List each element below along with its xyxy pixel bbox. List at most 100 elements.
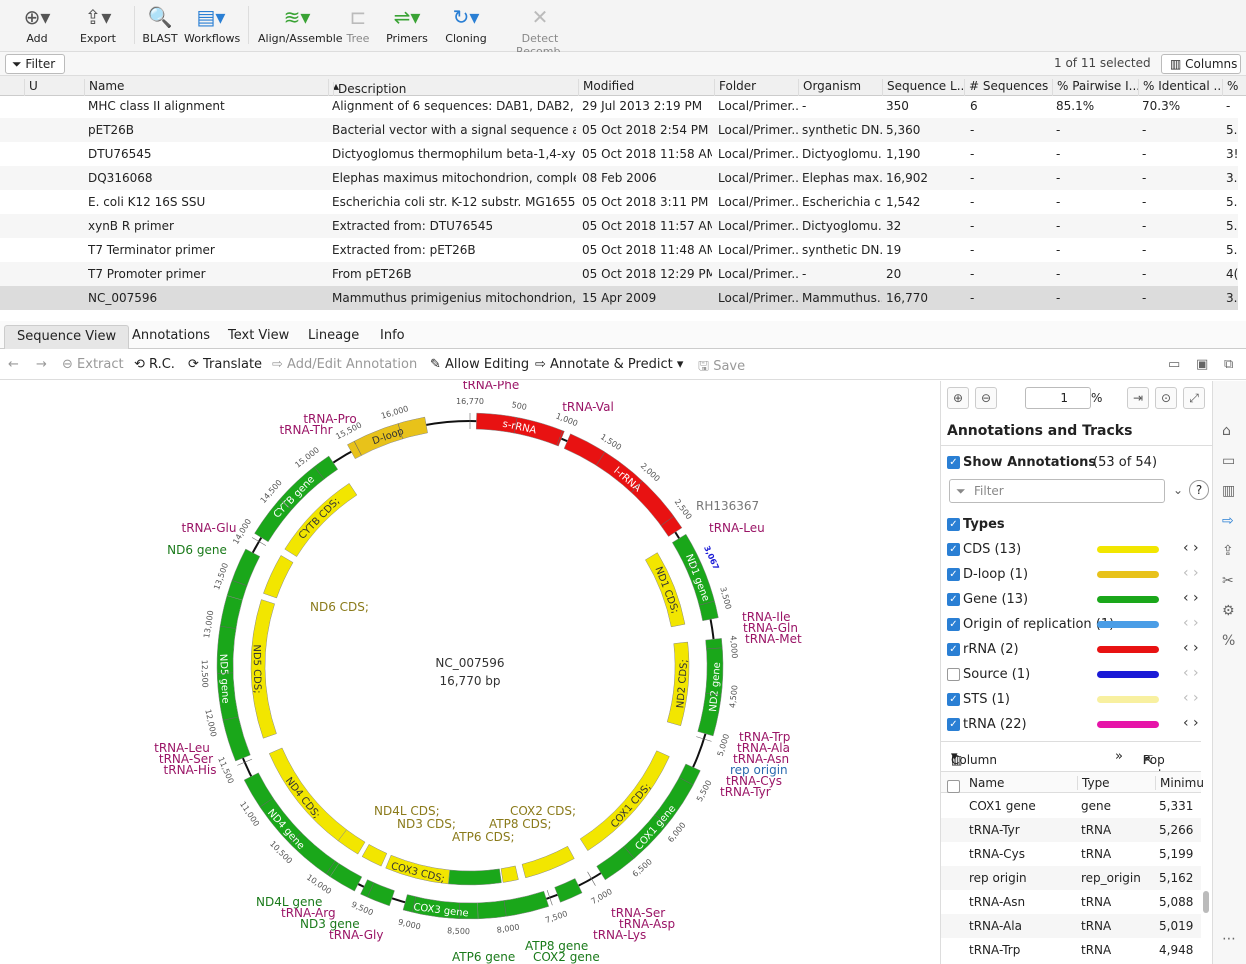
restriction-icon[interactable]: ✂ xyxy=(1222,573,1234,589)
split-icon[interactable]: ▣ xyxy=(1196,357,1209,372)
help-icon[interactable]: ? xyxy=(1189,480,1209,500)
table-scrollbar[interactable] xyxy=(1203,891,1209,913)
types-toggle[interactable]: ✓ Types xyxy=(947,515,1207,535)
annotation-label[interactable]: tRNA-Arg xyxy=(281,906,336,920)
forward-icon[interactable]: → xyxy=(36,357,47,372)
annotation-row[interactable]: tRNA-Cys tRNA 5,199 xyxy=(969,847,1194,861)
annotate-predict-button[interactable]: ⇨ Annotate & Predict ▾ xyxy=(535,357,684,372)
home-icon[interactable]: ⌂ xyxy=(1222,423,1231,439)
annotation-label[interactable]: tRNA-Ile xyxy=(742,610,791,624)
rc-button[interactable]: ⟲ R.C. xyxy=(134,357,175,372)
translate-button[interactable]: ⟳ Translate xyxy=(188,357,263,372)
more-icon[interactable]: ⋯ xyxy=(1222,931,1236,947)
annotation-label[interactable]: ND4L gene xyxy=(256,895,322,909)
annotation-label[interactable]: tRNA-Trp xyxy=(739,730,790,744)
annotation-label[interactable]: tRNA-Gly xyxy=(329,928,383,942)
annotation-label[interactable]: tRNA-Tyr xyxy=(720,785,771,799)
annotation-label[interactable]: ND3 gene xyxy=(300,917,360,931)
annotation-row[interactable]: tRNA-Trp tRNA 4,948 xyxy=(969,943,1194,957)
workflows-button[interactable]: ▤▾ Workflows xyxy=(184,2,240,50)
annotation-label[interactable]: rep origin xyxy=(730,763,788,777)
type-row[interactable]: ✓ Gene (13) ‹ › xyxy=(947,590,1207,610)
annotation-label[interactable]: tRNA-Ser xyxy=(611,906,665,920)
atp6-gene-feature[interactable] xyxy=(477,890,550,920)
col-folder[interactable]: Folder xyxy=(714,79,798,96)
l-rrna-feature[interactable] xyxy=(563,433,683,537)
annotation-label[interactable]: tRNA-Glu xyxy=(182,521,237,535)
annotation-label[interactable]: tRNA-Lys xyxy=(593,928,646,942)
col-pct[interactable]: % xyxy=(1222,79,1242,96)
detect-recomb-button[interactable]: ✕Detect Recomb. xyxy=(500,2,580,58)
filter-button[interactable]: ⏷ Filter xyxy=(5,54,65,74)
nd2-gene-feature[interactable] xyxy=(697,638,724,737)
atp8-cds-feature[interactable] xyxy=(500,865,519,883)
align-assemble-button[interactable]: ≋▾ Align/Assemble xyxy=(258,2,343,50)
col-ann-min[interactable]: Minimu xyxy=(1155,776,1204,790)
annotation-label[interactable]: ND6 gene xyxy=(167,543,227,557)
blast-button[interactable]: 🔍 BLAST xyxy=(142,2,178,50)
annotation-label[interactable]: tRNA-Ser xyxy=(159,752,213,766)
annotation-row[interactable]: COX1 gene gene 5,331 xyxy=(969,799,1194,813)
annotation-label[interactable]: tRNA-Phe xyxy=(463,381,520,392)
cloning-button[interactable]: ↻▾ Cloning xyxy=(444,2,488,50)
annotation-label[interactable]: tRNA-Thr xyxy=(279,423,332,437)
add-edit-annotation-button[interactable]: ⇨ Add/Edit Annotation xyxy=(272,357,418,372)
annotation-label[interactable]: ATP6 CDS; xyxy=(452,830,515,844)
nd3-gene-feature[interactable] xyxy=(360,879,395,907)
annotation-label[interactable]: ND4L CDS; xyxy=(374,804,440,818)
export-button[interactable]: ⇪▾ Export xyxy=(72,2,124,50)
type-row[interactable]: ✓ rRNA (2) ‹ › xyxy=(947,640,1207,660)
filter-dropdown-icon[interactable]: ⌄ xyxy=(1173,483,1184,497)
cox2-cds-feature[interactable] xyxy=(521,845,575,879)
annotation-label[interactable]: tRNA-Met xyxy=(745,632,802,646)
annotation-label[interactable]: tRNA-Gln xyxy=(743,621,798,635)
add-button[interactable]: ⊕▾ Add xyxy=(14,2,60,50)
type-row[interactable]: ✓ STS (1) ‹ › xyxy=(947,690,1207,710)
allow-editing-button[interactable]: ✎ Allow Editing xyxy=(430,357,530,372)
annotation-label[interactable]: tRNA-Asn xyxy=(733,752,789,766)
tab-lineage[interactable]: Lineage xyxy=(308,328,360,343)
annotation-label[interactable]: tRNA-Leu xyxy=(154,741,210,755)
col-description[interactable]: Description ▴ xyxy=(328,79,578,96)
d-loop-feature[interactable] xyxy=(347,416,428,460)
col-unread[interactable]: U xyxy=(24,79,50,96)
type-row[interactable]: Source (1) ‹ › xyxy=(947,665,1207,685)
nd2-cds-feature[interactable] xyxy=(666,641,690,727)
nd4-gene-feature[interactable] xyxy=(243,772,340,878)
nd4-cds-feature[interactable] xyxy=(268,747,347,842)
type-row[interactable]: ✓ tRNA (22) ‹ › xyxy=(947,715,1207,735)
annotation-label[interactable]: tRNA-Asp xyxy=(619,917,675,931)
annotation-label[interactable]: tRNA-Val xyxy=(562,400,614,414)
zoom-out-icon[interactable]: ⊖ xyxy=(975,387,997,409)
nd1-gene-feature[interactable] xyxy=(671,533,719,622)
export-track-icon[interactable]: ⇪ xyxy=(1222,543,1234,559)
annotation-label[interactable]: tRNA-Ala xyxy=(737,741,790,755)
zoom-selection-icon[interactable]: ⊙ xyxy=(1155,387,1177,409)
tab-text-view[interactable]: Text View xyxy=(228,328,290,343)
display-icon[interactable]: ▭ xyxy=(1222,453,1236,469)
tab-annotations[interactable]: Annotations xyxy=(132,328,211,343)
type-row[interactable]: ✓ Origin of replication (1) ‹ › xyxy=(947,615,1207,635)
annotation-label[interactable]: COX2 gene xyxy=(533,950,600,964)
primers-button[interactable]: ⇌▾ Primers xyxy=(384,2,430,50)
annotation-track-icon[interactable]: ⇨ xyxy=(1222,513,1234,529)
circular-sequence-map[interactable]: NC_007596 16,770 bp D-loop s-rRNA l-rRNA ND… xyxy=(0,381,940,964)
fullscreen-icon[interactable]: ⤢ xyxy=(1183,387,1205,409)
type-row[interactable]: ✓ CDS (13) ‹ › xyxy=(947,540,1207,560)
cytb-gene-feature[interactable] xyxy=(254,455,339,543)
nd1-cds-feature[interactable] xyxy=(645,552,686,628)
annotation-label[interactable]: ATP8 CDS; xyxy=(489,817,552,831)
graph-icon[interactable]: ▥ xyxy=(1222,483,1236,499)
nd6-gene-feature[interactable] xyxy=(226,548,261,601)
tab-info[interactable]: Info xyxy=(380,328,405,343)
annotation-label[interactable]: tRNA-His xyxy=(164,763,217,777)
col-organism[interactable]: Organism xyxy=(798,79,882,96)
cox3-cds-feature[interactable] xyxy=(385,854,450,885)
